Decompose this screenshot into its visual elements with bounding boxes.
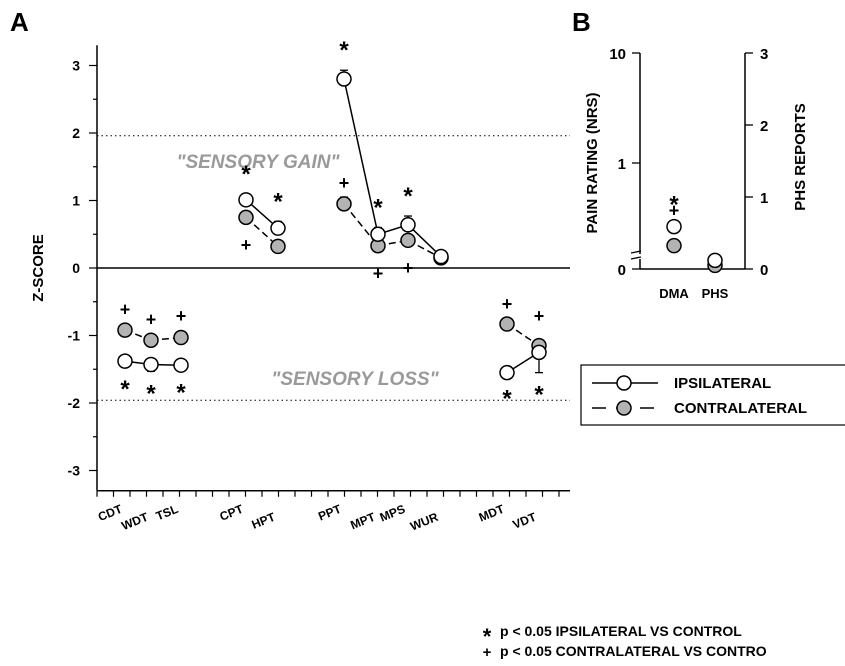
panel-b-right-tick-label: 0	[760, 262, 768, 279]
contralateral-significance-marker: +	[502, 294, 513, 314]
contralateral-significance-marker: +	[373, 263, 384, 283]
panel-a-ytick-label: -3	[68, 463, 81, 479]
sensory-gain-label: "SENSORY GAIN"	[176, 152, 340, 173]
panel-b-left-tick-label: 0	[618, 262, 626, 279]
panel-a-ytick-label: 3	[72, 58, 80, 74]
ipsilateral-point-wur	[433, 248, 449, 265]
panel-b-left-tick-label: 10	[609, 46, 626, 63]
panel-b-category-label: PHS	[702, 286, 729, 301]
category-label: VDT	[511, 510, 539, 532]
ipsilateral-point-phs	[707, 252, 723, 269]
panel-b-right-ylabel: PHS REPORTS	[792, 103, 809, 211]
panel-b-left-ylabel: PAIN RATING (NRS)	[584, 92, 601, 233]
ipsilateral-point-cpt	[238, 192, 254, 208]
panel-b-left-tick-label: 1	[618, 156, 626, 173]
ipsilateral-significance-marker: *	[403, 183, 413, 210]
ipsilateral-significance-marker: *	[502, 386, 512, 413]
series-line-segment	[343, 78, 379, 235]
ipsilateral-significance-marker: *	[373, 195, 383, 222]
contralateral-point-mdt	[499, 316, 515, 332]
panel-a-ytick-label: -1	[68, 328, 81, 344]
footnote-text-1: p < 0.05 CONTRALATERAL VS CONTRO	[500, 643, 767, 659]
ipsilateral-significance-marker: *	[120, 376, 130, 403]
ipsilateral-significance-marker: *	[176, 380, 186, 407]
panel-a-ytick-label: -2	[68, 395, 81, 411]
ipsilateral-point-cdt	[117, 353, 133, 369]
category-label: WDT	[120, 510, 151, 533]
category-label: CPT	[218, 502, 246, 524]
ipsilateral-significance-marker: *	[534, 382, 544, 409]
panel-b-right-tick-label: 1	[760, 190, 768, 207]
panel-a-ytick-label: 1	[72, 193, 80, 209]
sensory-loss-label: "SENSORY LOSS"	[271, 369, 439, 390]
category-label: PPT	[316, 502, 344, 524]
contralateral-point-ppt	[336, 196, 352, 212]
category-label: WUR	[408, 510, 440, 534]
ipsilateral-significance-marker: *	[339, 37, 349, 64]
panel-a-ytick-label: 0	[72, 260, 80, 276]
category-label: MPT	[348, 510, 377, 533]
dma-ipsilateral-significance-marker: *	[669, 192, 679, 219]
panel-b-right-tick-label: 3	[760, 46, 768, 63]
panel-a-ylabel: Z-SCORE	[30, 234, 47, 302]
panel-b-right-tick-label: 2	[760, 118, 768, 135]
contralateral-significance-marker: +	[534, 306, 545, 326]
contralateral-significance-marker: +	[120, 299, 131, 319]
ipsilateral-point-vdt	[531, 344, 547, 361]
footnote-symbol-0: *	[483, 624, 492, 649]
panel-a-letter: A	[10, 7, 29, 37]
legend-label-0: IPSILATERAL	[674, 375, 771, 392]
legend-label-1: CONTRALATERAL	[674, 400, 807, 417]
contralateral-point-hpt	[270, 238, 286, 255]
ipsilateral-significance-marker: *	[146, 380, 156, 407]
ipsilateral-point-dma	[666, 218, 682, 235]
axis-break-mark	[630, 250, 642, 254]
ipsilateral-significance-marker: *	[241, 161, 251, 188]
contralateral-point-cpt	[238, 209, 254, 226]
legend-marker-0	[616, 375, 632, 391]
category-label: TSL	[154, 502, 180, 523]
contralateral-point-mps	[400, 232, 416, 249]
ipsilateral-point-mdt	[499, 364, 515, 381]
contralateral-significance-marker: +	[176, 306, 187, 326]
ipsilateral-point-wdt	[143, 356, 159, 373]
contralateral-significance-marker: +	[403, 258, 414, 278]
contralateral-point-tsl	[173, 329, 189, 346]
panel-b-letter: B	[572, 7, 591, 37]
panel-b-category-label: DMA	[659, 286, 689, 301]
contralateral-significance-marker: +	[339, 173, 350, 193]
category-label: MDT	[477, 502, 507, 525]
ipsilateral-significance-marker: *	[273, 188, 283, 215]
ipsilateral-point-mpt	[370, 226, 386, 242]
legend-marker-1	[616, 400, 632, 416]
dma-contralateral-significance-marker: +	[669, 201, 680, 221]
category-label: MPS	[378, 502, 407, 525]
ipsilateral-point-mps	[400, 217, 416, 233]
panel-a-ytick-label: 2	[72, 125, 80, 141]
ipsilateral-point-ppt	[336, 71, 352, 87]
ipsilateral-point-hpt	[270, 220, 286, 236]
footnote-text-0: p < 0.05 IPSILATERAL VS CONTROL	[500, 623, 742, 639]
contralateral-point-wdt	[143, 332, 159, 348]
ipsilateral-point-tsl	[173, 357, 189, 373]
contralateral-point-dma	[666, 237, 682, 254]
category-label: HPT	[250, 510, 278, 532]
contralateral-significance-marker: +	[241, 235, 252, 255]
contralateral-significance-marker: +	[146, 310, 157, 330]
contralateral-point-cdt	[117, 322, 133, 338]
axis-break-mark	[630, 256, 642, 260]
footnote-symbol-1: +	[483, 644, 492, 661]
